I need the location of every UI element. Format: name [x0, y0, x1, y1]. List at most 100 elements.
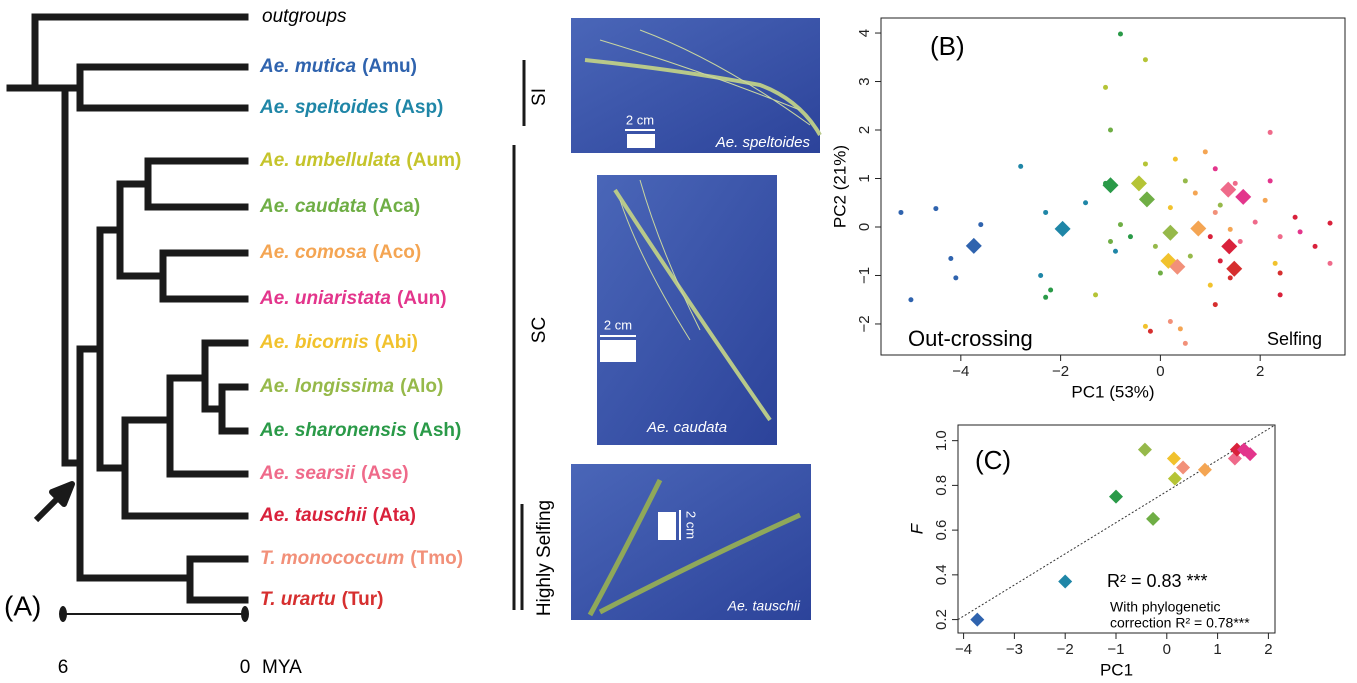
species-name: Ae. sharonensis [259, 420, 407, 441]
group-label: SI [529, 88, 550, 106]
photo-caption: Ae. speltoides [715, 134, 811, 151]
species-code: (Tur) [342, 589, 384, 610]
point [1083, 200, 1089, 206]
scale-end [59, 606, 67, 622]
panel-label: (B) [930, 31, 965, 61]
point [1167, 205, 1173, 211]
leaf-label: T. urartu (Tur) [260, 589, 384, 610]
point [1277, 270, 1283, 276]
y-tick-label: 0.4 [933, 564, 950, 585]
point [1227, 275, 1233, 281]
x-axis-label: PC1 (53%) [1071, 382, 1154, 401]
mean-diamond [1102, 177, 1119, 194]
point-diamond [1166, 451, 1181, 466]
point [1292, 214, 1298, 220]
leaf-label: Ae. mutica (Amu) [259, 56, 417, 77]
point [1207, 282, 1213, 288]
leaf-label: Ae. uniaristata (Aun) [259, 288, 447, 309]
point-diamond [1243, 447, 1258, 462]
group-label: Highly Selfing [534, 500, 555, 616]
photo-scale: 2 cm [684, 511, 699, 539]
leaf-label: Ae. longissima (Alo) [259, 376, 443, 397]
point [1043, 209, 1049, 215]
point-diamond [1058, 574, 1073, 589]
photo: 2 cm Ae. speltoides [571, 18, 822, 153]
point [1327, 220, 1333, 226]
point [1187, 253, 1193, 259]
point [933, 206, 939, 212]
x-tick-label: −2 [1057, 641, 1074, 658]
x-tick-label: −1 [1107, 641, 1124, 658]
leaf-label: Ae. bicornis (Abi) [259, 332, 418, 353]
point [1157, 270, 1163, 276]
point-diamond [1167, 471, 1182, 486]
annotation: Out-crossing [908, 326, 1033, 351]
leaf-label: Ae. caudata (Aca) [259, 196, 420, 217]
y-tick-label: 0.2 [933, 609, 950, 630]
point [1117, 31, 1123, 37]
photo-scale: 2 cm [604, 317, 632, 332]
species-name: Ae. uniaristata [259, 288, 391, 309]
point [1108, 127, 1114, 133]
point [1252, 219, 1258, 225]
point [1103, 84, 1109, 90]
point-diamond [970, 612, 985, 627]
y-tick-label: 3 [856, 77, 873, 85]
point [1117, 222, 1123, 228]
y-axis-label: F [907, 522, 926, 534]
arrow [33, 481, 75, 523]
point [978, 222, 984, 228]
species-code: (Ash) [413, 420, 462, 441]
annotation: With phylogenetic [1110, 599, 1221, 615]
scale-label: 0 [240, 657, 251, 678]
mean-diamond [1162, 224, 1179, 241]
plot-frame [957, 424, 1276, 634]
scale-end [241, 606, 249, 622]
point [1182, 178, 1188, 184]
photo-scale: 2 cm [626, 112, 654, 127]
scale-unit: MYA [262, 657, 302, 678]
point [1212, 166, 1218, 172]
point [1038, 272, 1044, 278]
species-name: Ae. mutica [259, 56, 357, 77]
mean-diamond [1220, 181, 1237, 198]
mean-diamond [1235, 188, 1252, 205]
species-code: (Abi) [375, 332, 418, 353]
mean-diamond [965, 237, 982, 254]
species-code: (Ase) [361, 463, 409, 484]
panel-label: (C) [975, 445, 1011, 475]
species-code: (Aum) [406, 150, 461, 171]
point [1043, 294, 1049, 300]
point [1152, 243, 1158, 249]
point [948, 256, 954, 262]
species-code: (Ata) [373, 505, 416, 526]
x-tick-label: 0 [1163, 641, 1171, 658]
point [1327, 260, 1333, 266]
point [1048, 287, 1054, 293]
point [1277, 234, 1283, 240]
x-axis-label: PC1 [1100, 660, 1133, 679]
photo: 2 cm Ae. caudata [597, 175, 777, 445]
mean-diamond [1226, 260, 1243, 277]
leaf-label: T. monococcum (Tmo) [260, 548, 463, 569]
species-name: T. monococcum [260, 548, 404, 569]
point [1127, 234, 1133, 240]
x-tick-label: 0 [1156, 363, 1164, 380]
point-diamond [1137, 442, 1152, 457]
point-diamond [1108, 489, 1123, 504]
leaf-label: Ae. sharonensis (Ash) [259, 420, 461, 441]
species-code: (Aco) [373, 242, 422, 263]
point [1182, 340, 1188, 346]
x-tick-label: −2 [1052, 363, 1069, 380]
y-tick-label: −1 [856, 267, 873, 284]
photo-caption: Ae. caudata [646, 419, 727, 436]
point [1018, 163, 1024, 169]
species-name: Ae. speltoides [259, 97, 389, 118]
x-tick-label: −3 [1006, 641, 1023, 658]
annotation: Selfing [1267, 329, 1322, 349]
species-name: Ae. caudata [259, 196, 367, 217]
point [1142, 161, 1148, 167]
x-tick-label: 2 [1264, 641, 1272, 658]
point [1177, 326, 1183, 332]
